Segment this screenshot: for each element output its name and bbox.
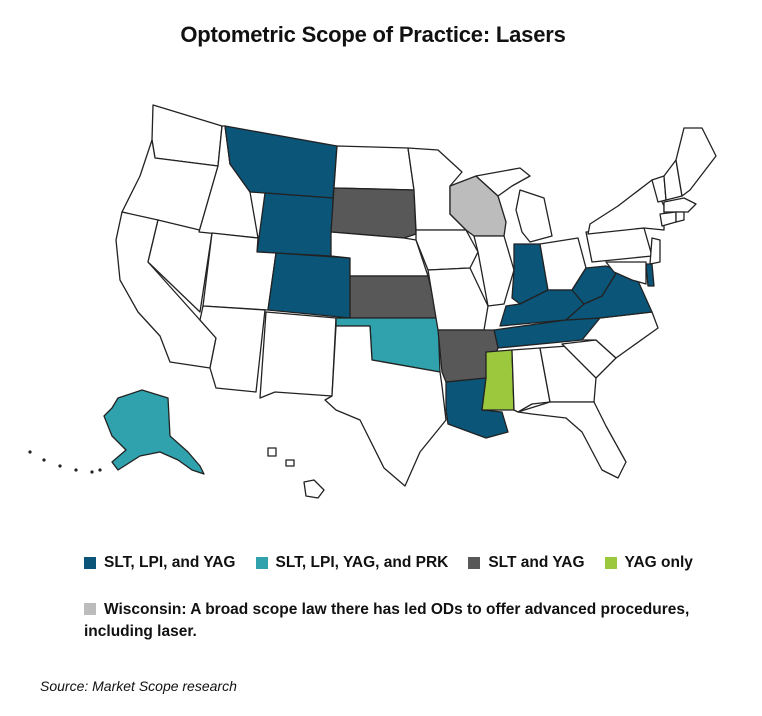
state-nevada [147,219,213,313]
legend-swatch [84,603,96,615]
legend-label: YAG only [624,554,693,571]
legend-item-slt-yag: SLT and YAG [468,554,585,572]
legend-label: SLT, LPI, and YAG [104,554,236,571]
legend-swatch [468,557,481,569]
state-washington [151,104,223,167]
state-wyoming [256,192,334,257]
state-maine [675,127,717,197]
state-florida [517,401,627,479]
state-massachusetts [663,197,697,213]
state-new-mexico [259,311,337,399]
legend: SLT, LPI, and YAG SLT, LPI, YAG, and PRK… [84,554,713,572]
legend-swatch [255,557,268,569]
state-new-jersey [649,237,661,265]
legend-swatch [604,557,617,569]
state-maryland [605,261,647,285]
state-iowa [415,229,479,271]
state-colorado [267,252,351,319]
legend-item-slt-lpi-yag-prk: SLT, LPI, YAG, and PRK [255,554,449,572]
source-note: Source: Market Scope research [40,678,237,694]
state-georgia [539,345,597,403]
map-title: Optometric Scope of Practice: Lasers [180,22,566,47]
state-illinois [473,235,515,307]
state-new-york [587,179,665,235]
state-missouri [427,267,489,331]
state-hawaii-islands [267,447,295,467]
wisconsin-note-text: Wisconsin: A broad scope law there has l… [84,601,690,640]
state-mississippi [481,349,515,411]
aleutian-islands [28,450,102,474]
legend-swatch [84,557,96,569]
state-rhode-island [675,211,685,223]
state-texas [324,325,447,487]
state-alaska [103,389,205,475]
state-arizona [199,305,266,393]
state-delaware [645,263,655,287]
legend-item-yag-only: YAG only [604,554,693,572]
legend-label: SLT and YAG [488,554,585,571]
state-south-dakota [330,187,417,239]
state-kansas [349,275,439,319]
state-connecticut [659,211,677,227]
wisconsin-note: Wisconsin: A broad scope law there has l… [84,599,704,643]
state-north-dakota [333,145,415,191]
state-hawaii [303,479,325,499]
legend-item-slt-lpi-yag: SLT, LPI, and YAG [84,554,236,572]
state-michigan [475,167,553,243]
us-map [28,104,717,499]
legend-label: SLT, LPI, YAG, and PRK [275,554,449,571]
